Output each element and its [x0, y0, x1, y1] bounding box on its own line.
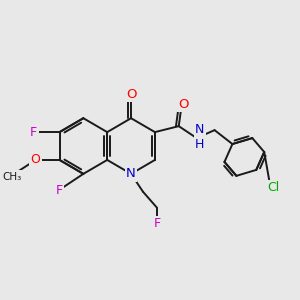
Text: O: O [178, 98, 189, 111]
Text: O: O [31, 153, 40, 167]
Text: O: O [126, 88, 136, 101]
Text: N: N [126, 167, 136, 180]
Text: F: F [153, 217, 161, 230]
Text: CH₃: CH₃ [2, 172, 21, 182]
Text: Cl: Cl [267, 181, 279, 194]
Text: N
H: N H [195, 123, 204, 151]
Text: F: F [56, 184, 63, 197]
Text: F: F [30, 126, 37, 139]
